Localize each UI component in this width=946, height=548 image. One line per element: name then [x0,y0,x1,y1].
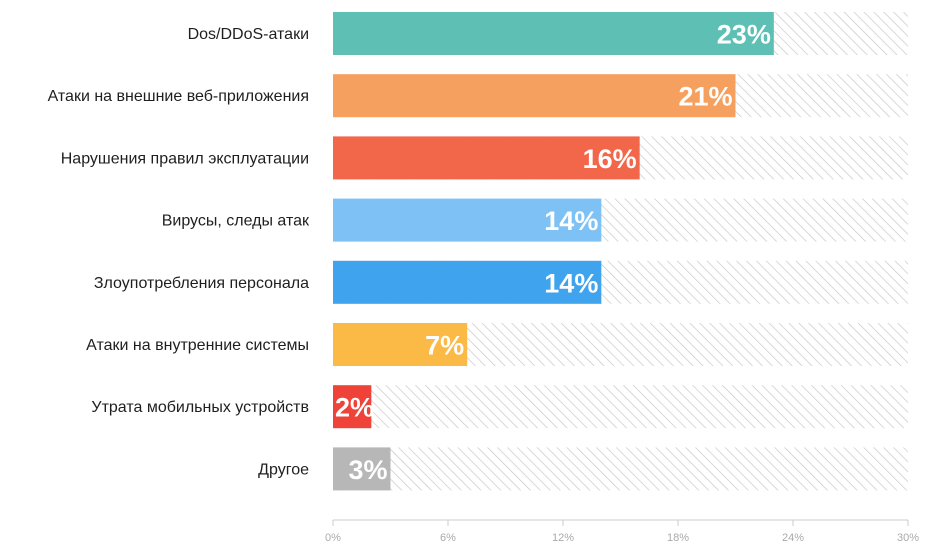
bar [333,12,774,55]
value-label: 21% [678,82,732,112]
category-label: Утрата мобильных устройств [91,399,309,416]
bar [333,447,391,491]
value-label: 16% [583,144,637,174]
x-tick-label: 0% [325,532,341,544]
x-tick-label: 30% [897,532,919,544]
value-label: 23% [717,20,771,50]
x-axis: 0% 6% 12% 18% 24% 30% [325,519,919,544]
value-label: 7% [425,331,464,361]
bar [333,74,736,118]
category-label: Атаки на внешние веб-приложения [48,88,309,105]
bar-rows: Dos/DDoS-атаки 23% Атаки на внешние веб-пр… [48,12,908,491]
bar-track [333,385,908,429]
category-label: Dos/DDoS-атаки [188,26,309,43]
category-label: Злоупотребления персонала [94,275,309,292]
bar [333,136,640,180]
category-label: Другое [258,461,309,478]
bar-track [333,447,908,491]
category-label: Нарушения правил эксплуатации [61,150,309,167]
value-label: 2% [335,393,374,423]
category-label: Атаки на внутренние системы [86,337,309,354]
bar [333,260,602,304]
x-tick-label: 6% [440,532,456,544]
value-label: 3% [348,455,387,485]
bar [333,385,372,429]
bar [333,323,468,366]
x-tick-label: 24% [782,532,804,544]
x-tick-label: 12% [552,532,574,544]
value-label: 14% [544,268,598,298]
bar [333,198,602,242]
x-tick-label: 18% [667,532,689,544]
value-label: 14% [544,206,598,236]
category-label: Вирусы, следы атак [162,213,310,230]
